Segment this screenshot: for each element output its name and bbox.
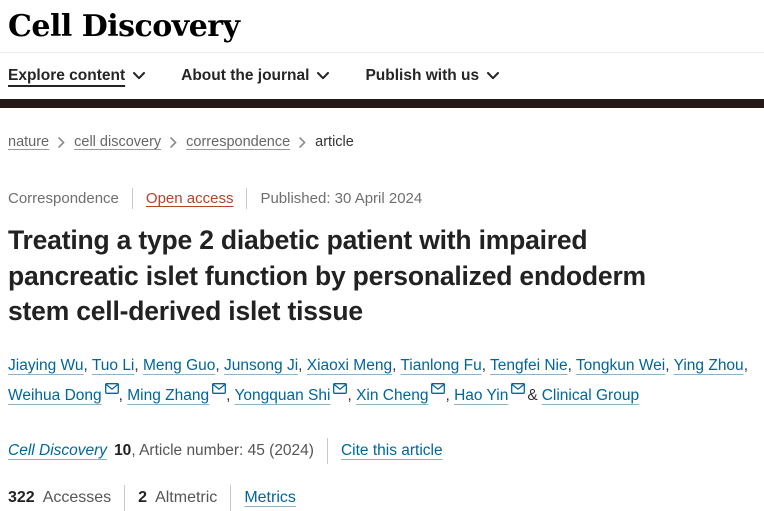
author: Tianlong Fu <box>400 357 490 374</box>
published-date: Published: 30 April 2024 <box>260 190 423 207</box>
author: Tuo Li <box>92 357 143 374</box>
author-link[interactable]: Ming Zhang <box>127 386 210 404</box>
author: Junsong Ji <box>224 357 307 374</box>
email-icon[interactable] <box>212 375 227 405</box>
author: Xin Cheng <box>356 382 454 404</box>
nav-explore-content[interactable]: Explore content <box>8 67 146 85</box>
author-link[interactable]: Junsong Ji <box>224 356 299 374</box>
citation-row: Cell Discovery 10, Article number: 45 (2… <box>8 437 756 464</box>
nav-publish-with-us[interactable]: Publish with us <box>365 67 500 85</box>
email-icon[interactable] <box>431 375 446 405</box>
email-icon[interactable] <box>104 375 119 405</box>
author-link[interactable]: Xiaoxi Meng <box>306 356 393 374</box>
author-list: Jiaying Wu Tuo Li Meng Guo Junsong Ji Xiaoxi… <box>8 351 756 411</box>
author: Meng Guo <box>143 357 224 374</box>
author-line-1: Jiaying Wu Tuo Li Meng Guo Junsong Ji Xiaoxi… <box>8 351 756 381</box>
breadcrumb-nature[interactable]: nature <box>8 134 50 150</box>
journal-nav: Explore content About the journal Publis… <box>0 53 764 99</box>
divider <box>230 484 232 511</box>
article-title-line: pancreatic islet function by personalize… <box>8 260 646 291</box>
author-link[interactable]: Ying Zhou <box>673 356 744 374</box>
journal-accent-bar <box>0 99 764 108</box>
divider <box>246 188 248 209</box>
author: Ying Zhou <box>674 357 748 374</box>
altmetric-count: 2 <box>138 488 148 506</box>
author-link[interactable]: Weihua Dong <box>8 386 102 404</box>
author-link[interactable]: Xin Cheng <box>356 386 429 404</box>
nav-publish-with-us-label: Publish with us <box>365 67 480 84</box>
chevron-right-icon <box>58 136 65 148</box>
author: Ming Zhang <box>127 382 234 404</box>
author: Tengfei Nie <box>490 357 576 374</box>
article-meta-row: Correspondence Open access Published: 30… <box>8 188 756 209</box>
author-group-link[interactable]: Clinical Group <box>541 386 640 404</box>
author-line-2: Weihua Dong Ming Zhang Yongquan Shi Xin Che… <box>8 381 756 411</box>
author-link[interactable]: Meng Guo <box>143 356 216 374</box>
nav-explore-content-label: Explore content <box>8 67 126 84</box>
breadcrumb-correspondence[interactable]: correspondence <box>186 134 291 150</box>
divider <box>326 437 328 464</box>
author: Yongquan Shi <box>234 382 356 404</box>
nav-about-the-journal[interactable]: About the journal <box>181 67 330 85</box>
journal-logo[interactable]: Cell Discovery <box>8 9 240 44</box>
author-link[interactable]: Tengfei Nie <box>490 356 568 374</box>
author-link[interactable]: Tuo Li <box>91 356 135 374</box>
nav-about-the-journal-label: About the journal <box>181 67 310 84</box>
email-icon[interactable] <box>511 375 526 405</box>
breadcrumb-article: article <box>315 134 354 150</box>
author-link[interactable]: Hao Yin <box>454 386 509 404</box>
author: Tongkun Wei <box>576 357 674 374</box>
chevron-right-icon <box>170 136 177 148</box>
divider <box>124 484 126 511</box>
journal-link[interactable]: Cell Discovery <box>8 441 108 459</box>
author-link[interactable]: Yongquan Shi <box>234 386 331 404</box>
article-title: Treating a type 2 diabetic patient with … <box>8 223 756 330</box>
cite-this-article-link[interactable]: Cite this article <box>340 441 443 459</box>
metrics-link[interactable]: Metrics <box>244 488 296 506</box>
author-joiner: & <box>527 386 538 404</box>
chevron-down-icon <box>487 67 500 85</box>
breadcrumb: nature cell discovery correspondence art… <box>0 108 764 150</box>
volume-number: 10 <box>114 441 132 459</box>
journal-header: Cell Discovery <box>0 0 764 53</box>
author: Jiaying Wu <box>8 357 92 374</box>
accesses-label: Accesses <box>42 488 112 506</box>
author: Weihua Dong <box>8 382 127 404</box>
author-link[interactable]: Tongkun Wei <box>575 356 666 374</box>
article-title-line: stem cell-derived islet tissue <box>8 296 363 326</box>
article-title-line: Treating a type 2 diabetic patient with … <box>8 225 588 255</box>
chevron-right-icon <box>299 136 306 148</box>
metrics-row: 322 Accesses 2 Altmetric Metrics <box>8 484 756 511</box>
accesses-count: 322 <box>8 488 35 506</box>
chevron-down-icon <box>133 67 146 85</box>
divider <box>131 188 133 209</box>
article-main: Correspondence Open access Published: 30… <box>0 188 764 511</box>
author-link[interactable]: Tianlong Fu <box>400 356 482 374</box>
altmetric-label: Altmetric <box>155 488 218 506</box>
email-icon[interactable] <box>333 375 348 405</box>
author: Xiaoxi Meng <box>307 357 401 374</box>
open-access-link[interactable]: Open access <box>145 190 234 207</box>
author-link[interactable]: Jiaying Wu <box>8 356 84 374</box>
article-type-label: Correspondence <box>8 190 119 207</box>
author: Hao Yin <box>454 382 526 404</box>
article-number-info: , Article number: 45 (2024) <box>131 441 314 459</box>
breadcrumb-cell-discovery[interactable]: cell discovery <box>74 134 162 150</box>
chevron-down-icon <box>317 67 330 85</box>
